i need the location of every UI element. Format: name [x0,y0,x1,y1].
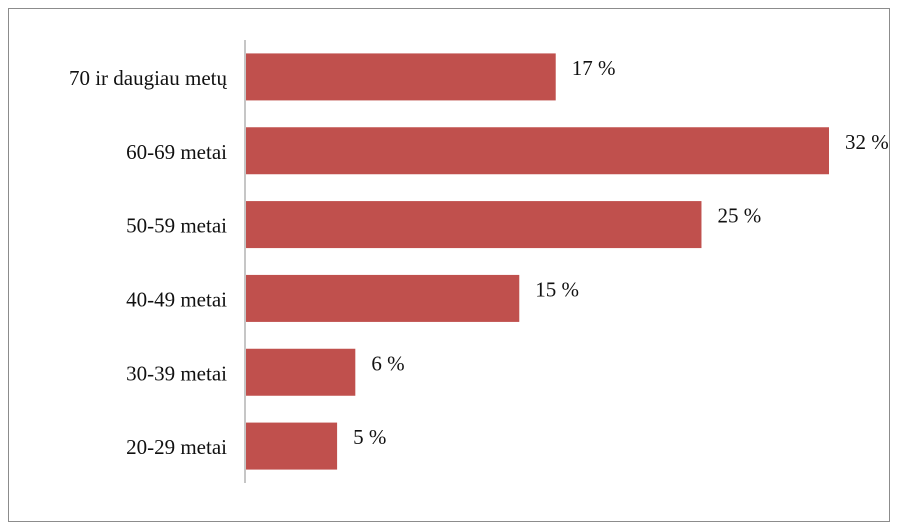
data-label: 25 % [717,204,761,228]
bar [246,127,829,175]
bar [246,422,338,470]
category-label: 50-59 metai [126,214,227,238]
bar [246,53,556,101]
data-label: 5 % [353,425,386,449]
category-label: 60-69 metai [126,140,227,164]
bar [246,201,702,249]
category-label: 40-49 metai [126,287,227,311]
bar [246,348,356,396]
data-label: 6 % [371,351,404,375]
category-label: 20-29 metai [126,435,227,459]
category-label: 70 ir daugiau metų [69,66,228,90]
data-label: 15 % [535,277,579,301]
bar [246,274,520,322]
data-label: 17 % [572,56,616,80]
category-label: 30-39 metai [126,361,227,385]
data-label: 32 % [845,130,889,154]
